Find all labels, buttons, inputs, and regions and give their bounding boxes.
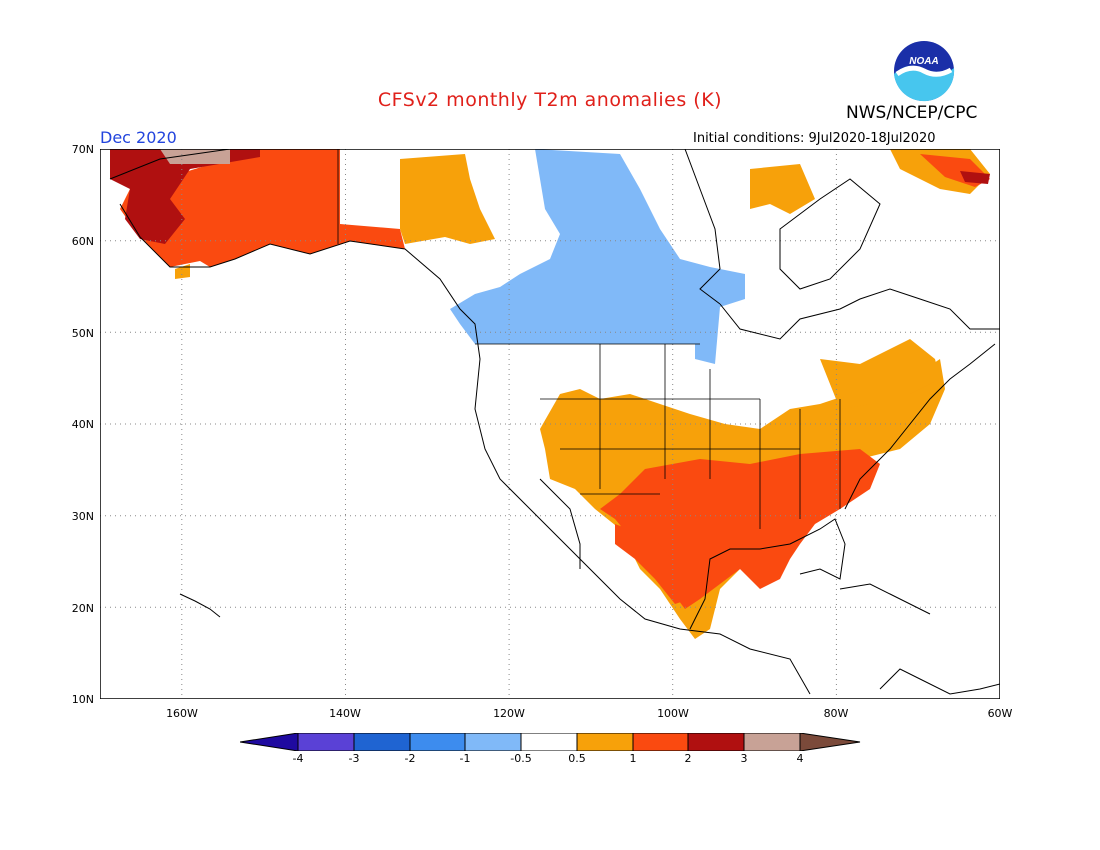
- initial-conditions-label: Initial conditions: 9Jul2020-18Jul2020: [693, 131, 936, 146]
- colorbar-tick-label: 0.5: [568, 752, 586, 765]
- anomaly-central-canada: [450, 149, 745, 364]
- lat-tick-label: 60N: [71, 235, 94, 248]
- lon-tick-label: 80W: [823, 707, 849, 720]
- lat-tick-label: 20N: [71, 602, 94, 615]
- lon-tick-label: 120W: [493, 707, 525, 720]
- lon-tick-label: 100W: [657, 707, 689, 720]
- colorbar-swatch: [240, 733, 299, 751]
- colorbar-swatch: [743, 733, 801, 751]
- colorbar-tick-label: -0.5: [510, 752, 532, 765]
- grid-lines: [100, 149, 1000, 699]
- colorbar-swatch: [632, 733, 689, 751]
- colorbar-tick-label: 1: [629, 752, 637, 765]
- colorbar-swatch: [353, 733, 411, 751]
- colorbar-swatch: [409, 733, 466, 751]
- anomaly-yukon: [400, 154, 495, 244]
- colorbar-tick-label: 2: [684, 752, 692, 765]
- lon-tick-label: 140W: [329, 707, 361, 720]
- colorbar-swatch: [464, 733, 522, 751]
- month-label: Dec 2020: [100, 128, 177, 147]
- anomaly-alaska: [110, 149, 405, 279]
- coastlines: [109, 149, 1000, 695]
- colorbar-swatch: [687, 733, 745, 751]
- lat-tick-label: 50N: [71, 327, 94, 340]
- colorbar-tick-label: -2: [404, 752, 416, 765]
- lat-tick-label: 30N: [71, 510, 94, 523]
- colorbar-tick-label: 3: [740, 752, 748, 765]
- colorbar-tick-label: -4: [292, 752, 304, 765]
- colorbar-tick-label: 4: [796, 752, 804, 765]
- colorbar-swatch: [799, 733, 861, 751]
- anomaly-map: [100, 149, 1000, 699]
- noaa-logo-text: NOAA: [909, 56, 938, 67]
- lon-tick-label: 60W: [987, 707, 1013, 720]
- colorbar-swatch: [576, 733, 634, 751]
- colorbar-tick-label: -3: [348, 752, 360, 765]
- colorbar-swatch: [297, 733, 355, 751]
- colorbar-tick-label: -1: [459, 752, 471, 765]
- colorbar: [240, 733, 861, 751]
- state-boundaries: [337, 149, 841, 529]
- lon-tick-label: 160W: [166, 707, 198, 720]
- lat-tick-label: 10N: [71, 693, 94, 706]
- noaa-logo: NOAA: [894, 41, 955, 102]
- agency-label: NWS/NCEP/CPC: [846, 103, 978, 123]
- lat-tick-label: 70N: [71, 143, 94, 156]
- map-title: CFSv2 monthly T2m anomalies (K): [377, 89, 723, 111]
- colorbar-swatch: [520, 733, 578, 751]
- lat-tick-label: 40N: [71, 418, 94, 431]
